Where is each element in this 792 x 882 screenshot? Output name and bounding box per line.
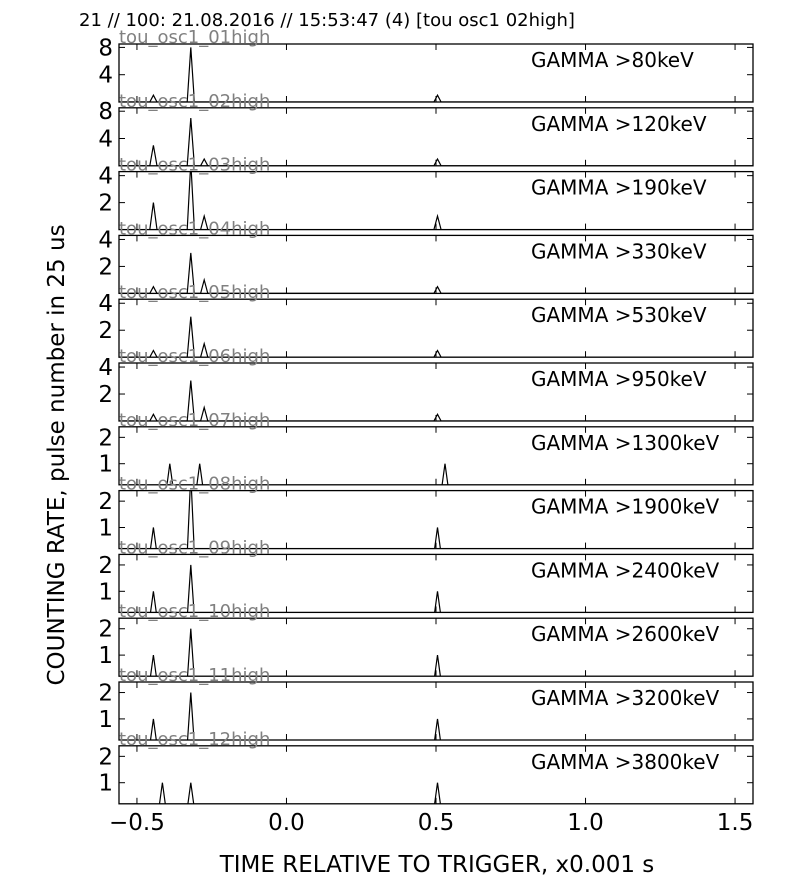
series-line [119, 252, 753, 294]
series-line [149, 564, 441, 613]
panel-label: GAMMA >330keV [531, 239, 707, 263]
y-tick-label: 1 [98, 643, 113, 669]
panel-label: GAMMA >120keV [531, 112, 707, 136]
channel-label: tou_osc1_01high [119, 27, 270, 48]
panel-label: GAMMA >80keV [531, 48, 694, 72]
y-tick-label: 1 [98, 771, 113, 797]
channel-label: tou_osc1_02high [119, 91, 270, 112]
series-line [119, 380, 753, 421]
channel-label: tou_osc1_12high [119, 729, 270, 750]
y-tick-label: 2 [98, 617, 113, 643]
panel-label: GAMMA >950keV [531, 367, 707, 391]
y-axis-label: COUNTING RATE, pulse number in 25 us [44, 224, 70, 685]
panel-label: GAMMA >2600keV [531, 622, 720, 646]
panel-label: GAMMA >3800keV [531, 750, 720, 774]
channel-label: tou_osc1_09high [119, 537, 270, 558]
y-tick-label: 4 [98, 164, 113, 190]
channel-label: tou_osc1_06high [119, 346, 270, 367]
y-tick-label: 2 [98, 489, 113, 515]
y-tick-label: 1 [98, 516, 113, 542]
y-tick-label: 2 [98, 425, 113, 451]
series-line [149, 628, 441, 677]
channel-label: tou_osc1_03high [119, 155, 270, 176]
y-tick-label: 2 [98, 744, 113, 770]
series-line [119, 117, 753, 166]
x-axis-label: TIME RELATIVE TO TRIGGER, x0.001 s [219, 852, 655, 878]
series-line [119, 316, 753, 358]
x-tick-label: 1.5 [717, 810, 754, 836]
y-tick-label: 8 [98, 99, 113, 125]
series-line [149, 692, 441, 740]
panel-label: GAMMA >190keV [531, 176, 707, 200]
channel-label: tou_osc1_04high [119, 218, 270, 239]
series-line [149, 490, 441, 549]
chart-suptitle: 21 // 100: 21.08.2016 // 15:53:47 (4) [t… [79, 10, 575, 31]
y-tick-label: 2 [98, 553, 113, 579]
y-tick-label: 2 [98, 382, 113, 408]
panel-label: GAMMA >1900keV [531, 495, 720, 519]
series-line [166, 463, 449, 485]
x-tick-label: 0.5 [418, 810, 455, 836]
channel-label: tou_osc1_07high [119, 410, 270, 431]
x-tick-label: −0.5 [109, 810, 165, 836]
x-tick-label: 0.0 [268, 810, 305, 836]
y-tick-label: 8 [98, 35, 113, 61]
y-tick-label: 2 [98, 254, 113, 280]
y-tick-label: 1 [98, 452, 113, 478]
y-tick-label: 4 [98, 227, 113, 253]
series-line [119, 171, 753, 230]
y-tick-label: 4 [98, 127, 113, 153]
series-line [158, 782, 441, 804]
panel-label: GAMMA >530keV [531, 303, 707, 327]
channel-label: tou_osc1_10high [119, 601, 270, 622]
y-tick-label: 4 [98, 355, 113, 381]
y-tick-label: 2 [98, 318, 113, 344]
x-tick-label: 1.0 [567, 810, 604, 836]
panel-label: GAMMA >3200keV [531, 686, 720, 710]
y-tick-label: 1 [98, 579, 113, 605]
channel-label: tou_osc1_05high [119, 282, 270, 303]
y-tick-label: 2 [98, 191, 113, 217]
y-tick-label: 2 [98, 681, 113, 707]
y-tick-label: 4 [98, 63, 113, 89]
panel-label: GAMMA >1300keV [531, 431, 720, 455]
y-tick-label: 4 [98, 291, 113, 317]
y-tick-label: 1 [98, 707, 113, 733]
series-line [119, 47, 753, 102]
channel-label: tou_osc1_08high [119, 474, 270, 495]
panel-label: GAMMA >2400keV [531, 558, 720, 582]
channel-label: tou_osc1_11high [119, 665, 270, 686]
